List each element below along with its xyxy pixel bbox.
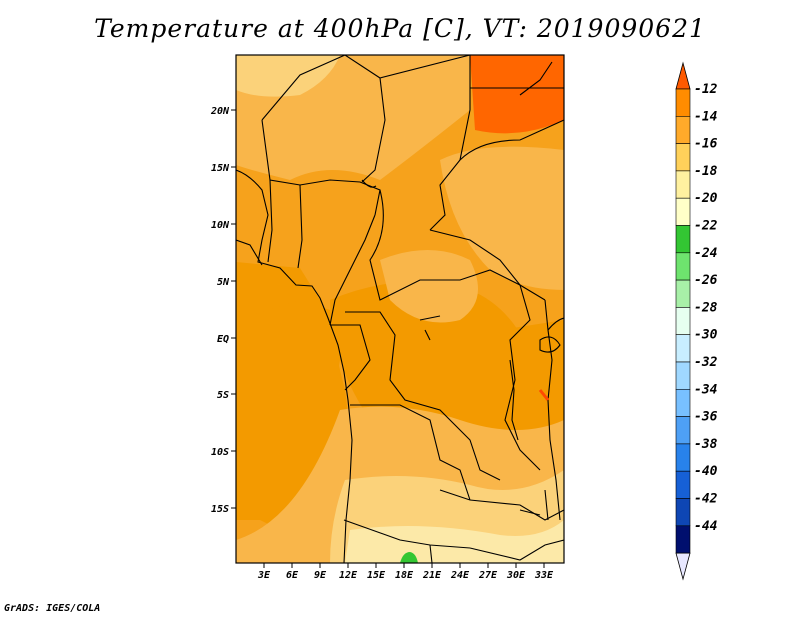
coastline-guinea [236, 239, 263, 266]
border-botswana [429, 544, 433, 563]
border-drc-west [345, 311, 501, 481]
colorbar-label: -40 [694, 464, 718, 479]
lake-victoria [539, 336, 561, 353]
lat-label-10n: 10N [211, 220, 230, 231]
lat-label-10s: 10S [211, 447, 229, 458]
lake-chad [361, 179, 377, 188]
border-nigeria-cameroon [329, 214, 376, 326]
colorbar-swatch [675, 334, 691, 363]
lat-label-20n: 20N [210, 106, 230, 117]
coastline-west [236, 169, 353, 563]
colorbar-swatch [675, 388, 691, 417]
border-benin-togo [297, 184, 303, 269]
field-central-light [380, 250, 478, 323]
colorbar-label: -16 [694, 137, 718, 152]
colorbar-label: -20 [694, 191, 718, 206]
colorbar-swatch [675, 143, 691, 172]
coastlines-borders [236, 55, 564, 563]
lon-label-30e: 30E [506, 570, 526, 581]
colorbar-label: -28 [694, 300, 718, 315]
lon-label-21e: 21E [422, 570, 442, 581]
colorbar-label: -22 [694, 219, 718, 234]
lon-label-15e: 15E [367, 570, 386, 581]
border-kenya [547, 317, 564, 331]
lon-label-3e: 3E [257, 570, 271, 581]
border-zimbabwe [469, 539, 564, 561]
colorbar-swatch [675, 443, 691, 472]
field-sudan-light [440, 146, 564, 290]
colorbar-swatch [675, 307, 691, 335]
colorbar-swatch [675, 197, 691, 226]
border-great-lakes [504, 284, 541, 471]
colorbar-label: -38 [694, 437, 718, 452]
colorbar-swatch [675, 498, 691, 527]
border-angola [350, 404, 471, 501]
lake-lines-a [419, 315, 441, 341]
colorbar-label: -24 [694, 246, 718, 261]
lake-tanganyika [509, 359, 519, 441]
lon-label-27e: 27E [478, 570, 498, 581]
colorbar-swatch [675, 116, 691, 144]
border-car [369, 189, 546, 301]
colorbar-label: -26 [694, 273, 718, 288]
lat-axis: 20N 15N 10N 5N EQ 5S 10S 15S [210, 106, 236, 515]
lon-label-9e: 9E [314, 570, 327, 581]
border-namibia [343, 519, 471, 549]
field-south-pale [345, 520, 564, 563]
lon-label-12e: 12E [339, 570, 358, 581]
colorbar-swatch [675, 252, 691, 281]
map-title: Temperature at 400hPa [C], VT: 201909062… [94, 14, 706, 43]
colorbar-label: -34 [694, 382, 718, 397]
colorbar-swatch [675, 225, 691, 254]
field-sahara-yellow [236, 55, 340, 97]
colorbar-label: -12 [694, 82, 718, 97]
field-small-hot [538, 389, 550, 401]
colorbar-label: -32 [694, 355, 718, 370]
colorbar-label: -18 [694, 164, 718, 179]
lon-label-18e: 18E [395, 570, 414, 581]
coastline-red-sea [519, 61, 553, 96]
colorbar-swatch [675, 361, 691, 390]
colorbar-label: -42 [694, 492, 718, 507]
colorbar-label: -14 [694, 109, 718, 124]
colorbar-label: -36 [694, 410, 718, 425]
grads-credit: GrADS: IGES/COLA [4, 603, 101, 614]
border-zambia [439, 489, 564, 521]
colorbar-label: -44 [694, 519, 718, 534]
lon-label-6e: 6E [286, 570, 299, 581]
field-hot-spot [470, 55, 564, 134]
field-west-coast [236, 300, 340, 520]
lake-malawi [519, 489, 549, 521]
lon-axis: 3E 6E 9E 12E 15E 18E 21E 24E 27E 30E 33E [257, 563, 554, 581]
lat-label-5s: 5S [217, 390, 229, 401]
border-south-sudan [429, 229, 521, 286]
colorbar-swatch [675, 88, 691, 117]
temperature-field [236, 55, 564, 563]
colorbar-swatch [675, 279, 691, 308]
field-green-spot [400, 552, 418, 563]
colorbar-swatch [675, 525, 691, 554]
border-sudan-east [459, 119, 564, 161]
lat-label-15s: 15S [211, 504, 229, 515]
colorbar: -12 -14 -16 -18 -20 -22 -24 -26 -28 -30 -32 -34 -36 -… [675, 61, 718, 581]
border-ghana [267, 179, 273, 263]
border-mali-mauritania [261, 55, 346, 121]
colorbar-bottom-arrow [675, 552, 691, 581]
colorbar-label: -30 [694, 328, 718, 343]
colorbar-top-arrow [675, 61, 691, 90]
lat-label-5n: 5N [217, 277, 230, 288]
border-niger-chad [344, 55, 386, 183]
lon-label-33e: 33E [534, 570, 554, 581]
colorbar-swatch [675, 170, 691, 199]
lat-label-15n: 15N [211, 163, 230, 174]
lat-label-eq: EQ [217, 334, 229, 345]
map-frame [235, 54, 565, 564]
lon-label-24e: 24E [450, 570, 470, 581]
colorbar-swatch [675, 470, 691, 499]
colorbar-swatch [675, 416, 691, 445]
border-gabon-congo [330, 324, 371, 391]
